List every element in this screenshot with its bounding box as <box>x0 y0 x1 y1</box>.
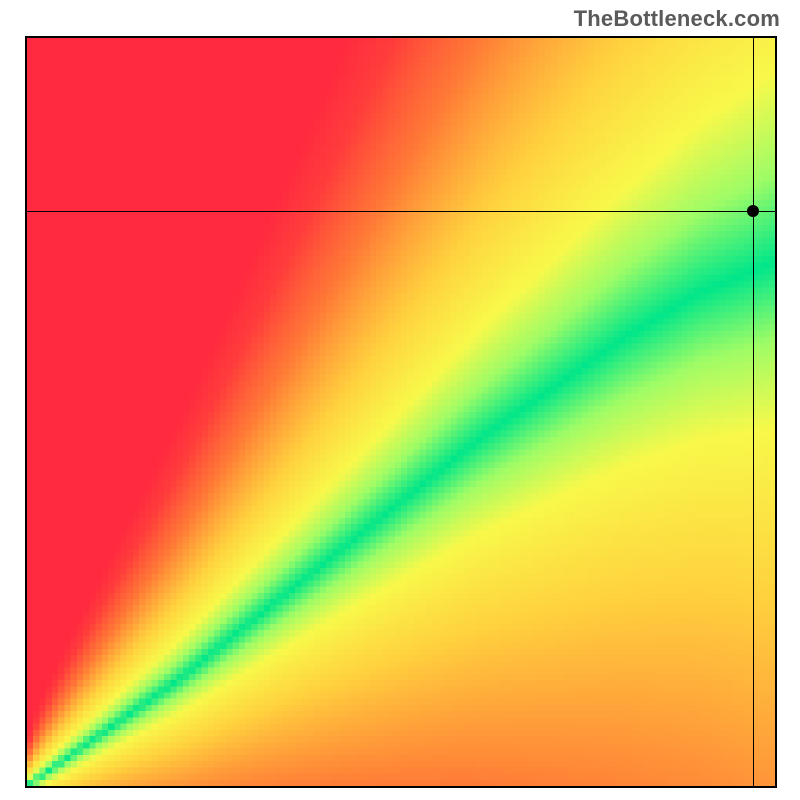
crosshair-horizontal <box>27 211 775 212</box>
watermark-text: TheBottleneck.com <box>574 6 780 32</box>
heatmap-canvas <box>27 38 775 786</box>
bottleneck-heatmap <box>25 36 777 788</box>
intersection-marker <box>747 205 759 217</box>
crosshair-vertical <box>753 38 754 786</box>
